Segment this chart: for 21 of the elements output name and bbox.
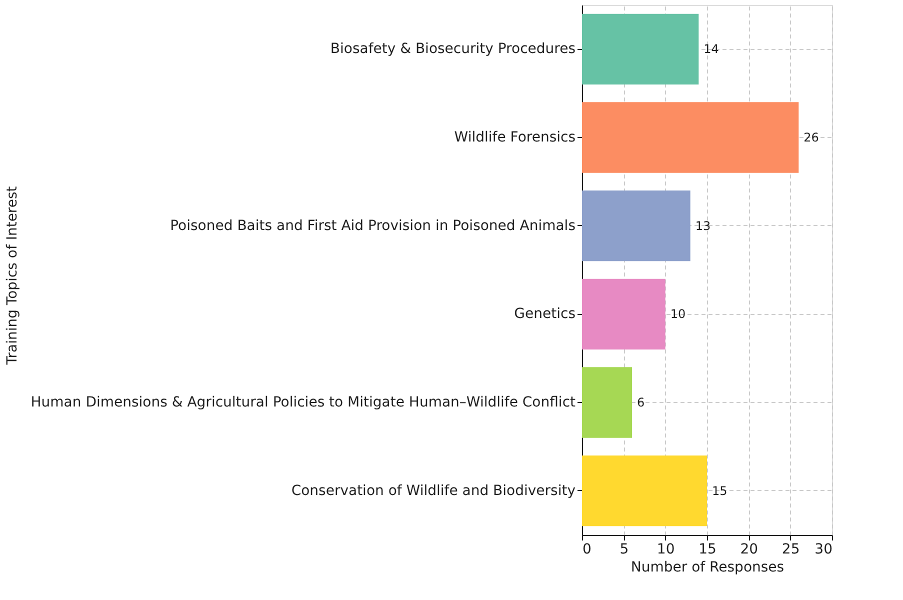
x-tick-label: 20 — [740, 542, 758, 558]
y-tick-label: Human Dimensions & Agricultural Policies to Mitigate Human–Wildlife Conflict — [30, 394, 576, 410]
y-axis-title: Training Topics of Interest — [4, 186, 20, 366]
y-tick-label: Biosafety & Biosecurity Procedures — [330, 41, 576, 58]
y-tick-label: Poisoned Baits and First Aid Provision in Poisoned Animals — [170, 218, 576, 234]
data-label: 26 — [804, 130, 819, 144]
x-tick-label: 5 — [620, 542, 629, 558]
x-tick-label: 10 — [656, 542, 675, 558]
y-tick-label: Wildlife Forensics — [454, 130, 576, 146]
y-tick-label: Genetics — [514, 306, 576, 322]
x-tick-label: 30 — [814, 542, 832, 558]
y-tick-label: Conservation of Wildlife and Biodiversity — [291, 482, 576, 499]
data-label: 10 — [670, 307, 686, 322]
x-axis-title: Number of Responses — [630, 560, 784, 576]
x-tick-label: 25 — [782, 542, 800, 558]
data-label: 15 — [712, 484, 728, 498]
data-label: 6 — [637, 396, 645, 410]
data-label: 13 — [695, 218, 711, 233]
data-label: 14 — [704, 42, 719, 56]
x-tick-label: 15 — [698, 542, 716, 558]
x-tick-label: 0 — [582, 542, 592, 558]
